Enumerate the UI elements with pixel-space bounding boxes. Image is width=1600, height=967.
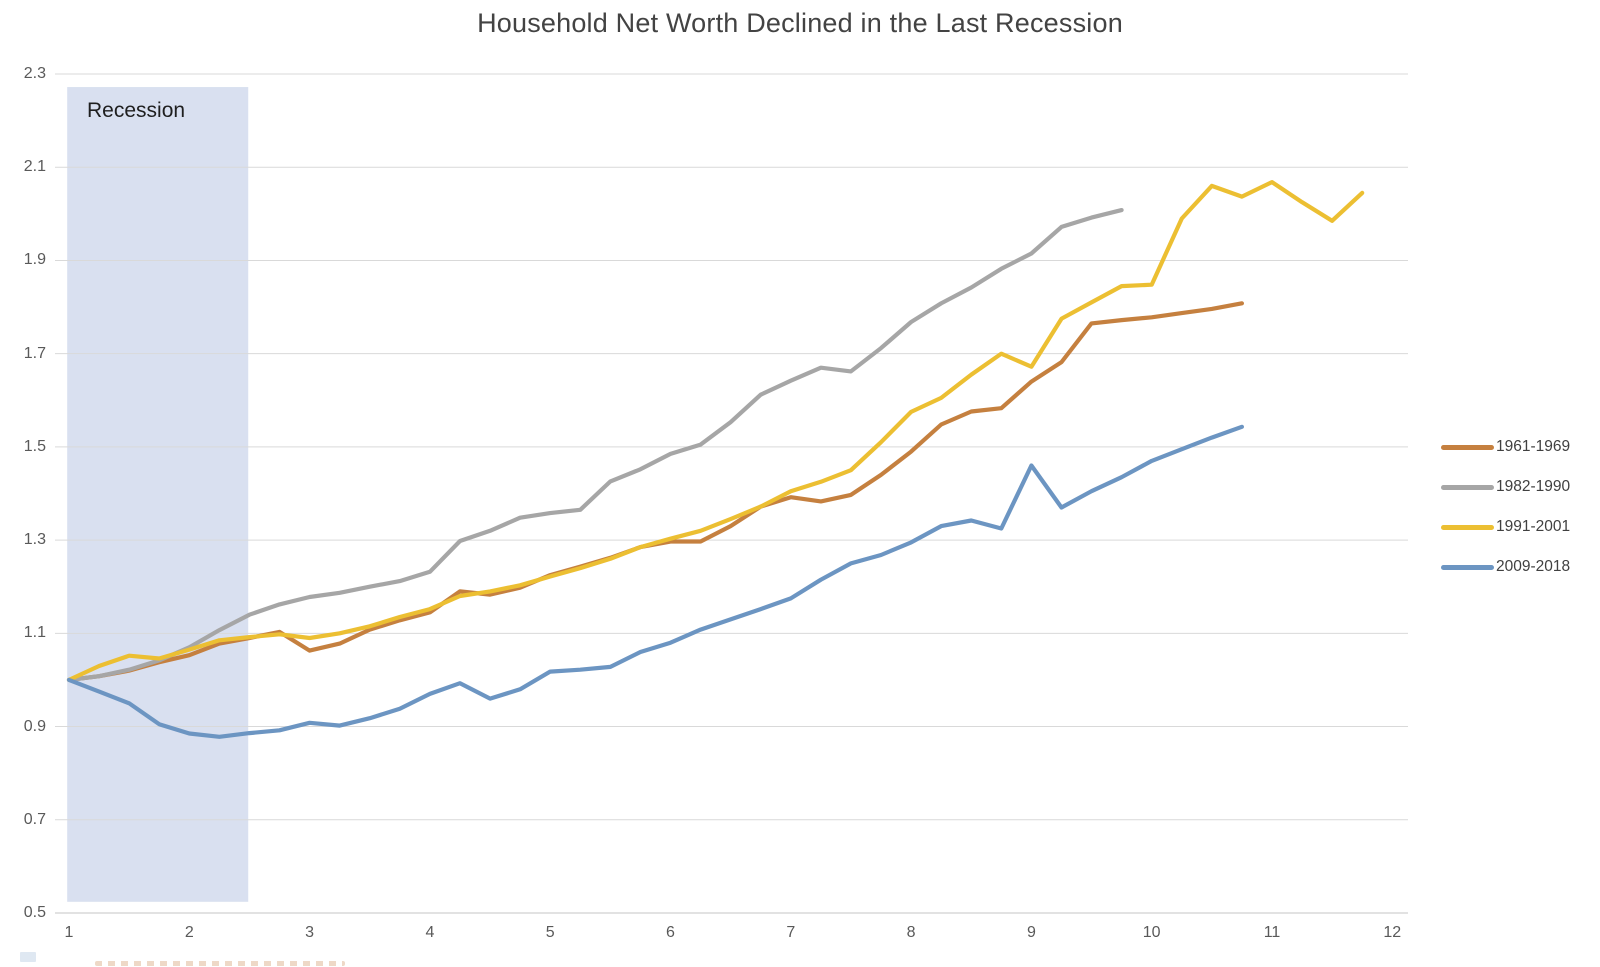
legend-label: 2009-2018 [1496, 558, 1571, 575]
legend-item-1982-1990: 1982-1990 [1441, 467, 1570, 507]
legend-swatch-icon [1441, 564, 1494, 570]
y-tick-label: 1.9 [23, 251, 46, 269]
x-tick-label: 7 [786, 924, 796, 941]
x-tick-label: 12 [1383, 924, 1402, 941]
x-tick-label: 9 [1026, 924, 1036, 941]
x-tick-label: 8 [906, 924, 916, 941]
legend-item-1961-1969: 1961-1969 [1441, 427, 1570, 467]
legend-swatch-icon [1441, 484, 1494, 490]
legend-swatch-icon [1441, 524, 1494, 530]
y-tick-label: 2.3 [23, 65, 46, 82]
recession-band-label: Recession [87, 99, 186, 122]
x-tick-label: 2 [184, 924, 194, 941]
x-tick-label: 3 [305, 924, 315, 941]
x-tick-label: 6 [666, 924, 675, 941]
recession-band [67, 87, 249, 902]
y-tick-label: 1.3 [23, 531, 46, 549]
x-tick-label: 5 [545, 924, 555, 941]
legend-swatch-icon [1441, 444, 1494, 450]
y-tick-label: 1.7 [23, 344, 46, 362]
x-tick-label: 1 [64, 924, 74, 941]
legend-label: 1961-1969 [1496, 438, 1571, 455]
series-line-1991-2001 [66, 180, 1365, 683]
legend-item-1991-2001: 1991-2001 [1441, 507, 1570, 547]
y-tick-label: 2.1 [23, 158, 46, 176]
chart-title: Household Net Worth Declined in the Last… [477, 8, 1123, 38]
legend-label: 1991-2001 [1496, 518, 1571, 535]
chart-legend: 1961-1969 1982-1990 1991-2001 2009-2018 [1441, 427, 1570, 587]
legend-item-2009-2018: 2009-2018 [1441, 547, 1570, 587]
y-tick-label: 1.1 [23, 624, 46, 642]
y-tick-label: 1.5 [23, 437, 46, 455]
legend-label: 1982-1990 [1496, 478, 1571, 495]
x-tick-label: 4 [425, 924, 435, 941]
y-tick-label: 0.5 [23, 904, 46, 921]
y-tick-label: 0.7 [23, 810, 46, 828]
series-line-1982-1990 [66, 208, 1124, 683]
y-tick-label: 0.9 [23, 717, 46, 735]
x-tick-label: 10 [1142, 924, 1161, 941]
series-line-2009-2018 [66, 424, 1245, 739]
gridlines [55, 73, 1408, 914]
x-tick-label: 11 [1263, 924, 1281, 941]
